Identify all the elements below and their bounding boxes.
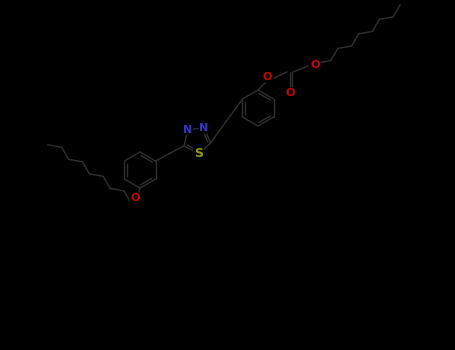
Text: O: O [263, 72, 272, 82]
Text: O: O [285, 88, 295, 98]
Text: N: N [199, 123, 209, 133]
Text: O: O [130, 193, 140, 203]
Text: N: N [183, 125, 192, 135]
Text: S: S [194, 147, 203, 160]
Text: O: O [310, 60, 320, 70]
